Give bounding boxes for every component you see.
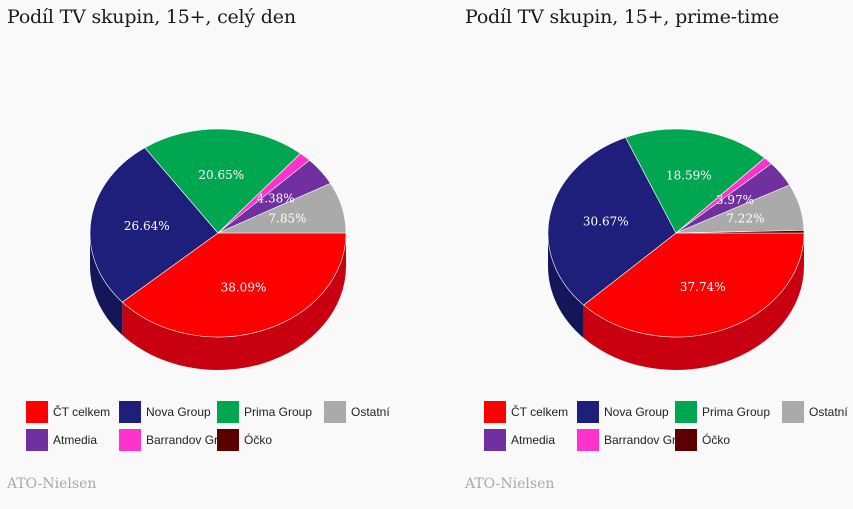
pie-slice-nova-group[interactable] bbox=[89, 147, 219, 303]
slice-label-nova-group: 26.64% bbox=[124, 219, 170, 233]
source-label: ATO-Nielsen bbox=[7, 476, 97, 492]
legend-swatch bbox=[484, 429, 506, 451]
legend-label: Ostatní bbox=[351, 405, 390, 419]
slice-label-ct-celkem: 38.09% bbox=[221, 280, 267, 294]
legend-item-ostatni[interactable]: Ostatní bbox=[782, 401, 848, 423]
pie-side-ct-celkem bbox=[583, 233, 804, 371]
legend-swatch bbox=[119, 429, 141, 451]
legend-item-nova-group[interactable]: Nova Group bbox=[119, 401, 211, 423]
legend-label: Barrandov Group bbox=[146, 433, 239, 447]
legend-label: Nova Group bbox=[604, 405, 669, 419]
pie-side-nova-group bbox=[548, 233, 584, 339]
legend-label: Barrandov Group bbox=[604, 433, 697, 447]
legend-label: Nova Group bbox=[146, 405, 211, 419]
legend-swatch bbox=[484, 401, 506, 423]
chart-title: Podíl TV skupin, 15+, prime-time bbox=[465, 6, 780, 28]
legend-swatch bbox=[119, 401, 141, 423]
legend-swatch bbox=[675, 401, 697, 423]
legend-item-ocko[interactable]: Óčko bbox=[217, 429, 272, 451]
legend-item-ct-celkem[interactable]: ČT celkem bbox=[484, 401, 568, 423]
legend-label: Óčko bbox=[244, 433, 273, 447]
legend-label: Atmedia bbox=[53, 433, 98, 447]
legend-label: ČT celkem bbox=[53, 405, 111, 419]
chart-panel-day: Podíl TV skupin, 15+, celý den 38.09% 26.… bbox=[0, 0, 426, 509]
legend-item-prima-group[interactable]: Prima Group bbox=[675, 401, 770, 423]
slice-label-ostatni: 7.22% bbox=[726, 211, 764, 225]
legend-swatch bbox=[217, 401, 239, 423]
slice-label-ostatni: 7.85% bbox=[268, 212, 306, 226]
legend-item-prima-group[interactable]: Prima Group bbox=[217, 401, 312, 423]
slice-label-nova-group: 30.67% bbox=[583, 214, 629, 228]
legend-item-barrandov-group[interactable]: Barrandov Group bbox=[119, 429, 238, 451]
chart-panel-prime-time: Podíl TV skupin, 15+, prime-time 37.74% 3… bbox=[458, 0, 853, 509]
pie-slice-ct-celkem[interactable] bbox=[583, 232, 805, 338]
slice-label-prima-group: 18.59% bbox=[666, 169, 712, 183]
pie-chart: 38.09% 26.64% 20.65% 4.38% 7.85% bbox=[89, 128, 347, 371]
pie-slice-ct-celkem[interactable] bbox=[121, 232, 347, 338]
pie-slice-prima-group[interactable] bbox=[625, 128, 766, 234]
legend-label: Ostatní bbox=[809, 405, 848, 419]
legend-label: Prima Group bbox=[702, 405, 771, 419]
pie-slice-ostatni[interactable] bbox=[217, 182, 347, 234]
pie-slice-nova-group[interactable] bbox=[547, 137, 677, 306]
slice-label-prima-group: 20.65% bbox=[198, 168, 244, 182]
legend-label: Atmedia bbox=[511, 433, 556, 447]
source-label: ATO-Nielsen bbox=[465, 476, 555, 492]
legend-swatch bbox=[324, 401, 346, 423]
legend-item-ct-celkem[interactable]: ČT celkem bbox=[26, 401, 110, 423]
slice-label-ct-celkem: 37.74% bbox=[680, 280, 726, 294]
pie-slice-ocko[interactable] bbox=[675, 230, 805, 234]
legend-swatch bbox=[675, 429, 697, 451]
legend-swatch bbox=[577, 429, 599, 451]
legend-label: Prima Group bbox=[244, 405, 313, 419]
slice-label-atmedia: 4.38% bbox=[257, 191, 295, 205]
legend-item-atmedia[interactable]: Atmedia bbox=[484, 429, 555, 451]
pie-chart: 37.74% 30.67% 18.59% 3.97% 7.22% bbox=[547, 128, 805, 371]
legend-swatch bbox=[782, 401, 804, 423]
legend-swatch bbox=[217, 429, 239, 451]
slice-label-atmedia: 3.97% bbox=[716, 193, 754, 207]
legend-item-ocko[interactable]: Óčko bbox=[675, 429, 730, 451]
chart-title: Podíl TV skupin, 15+, celý den bbox=[7, 6, 296, 28]
legend-swatch bbox=[26, 429, 48, 451]
legend-item-barrandov-group[interactable]: Barrandov Group bbox=[577, 429, 696, 451]
legend-swatch bbox=[26, 401, 48, 423]
pie-side-ct-celkem bbox=[122, 233, 346, 371]
legend-swatch bbox=[577, 401, 599, 423]
legend-item-ostatni[interactable]: Ostatní bbox=[324, 401, 390, 423]
legend-label: ČT celkem bbox=[511, 405, 569, 419]
legend-label: Óčko bbox=[702, 433, 731, 447]
pie-slice-prima-group[interactable] bbox=[144, 128, 301, 234]
legend-item-atmedia[interactable]: Atmedia bbox=[26, 429, 97, 451]
legend-item-nova-group[interactable]: Nova Group bbox=[577, 401, 669, 423]
